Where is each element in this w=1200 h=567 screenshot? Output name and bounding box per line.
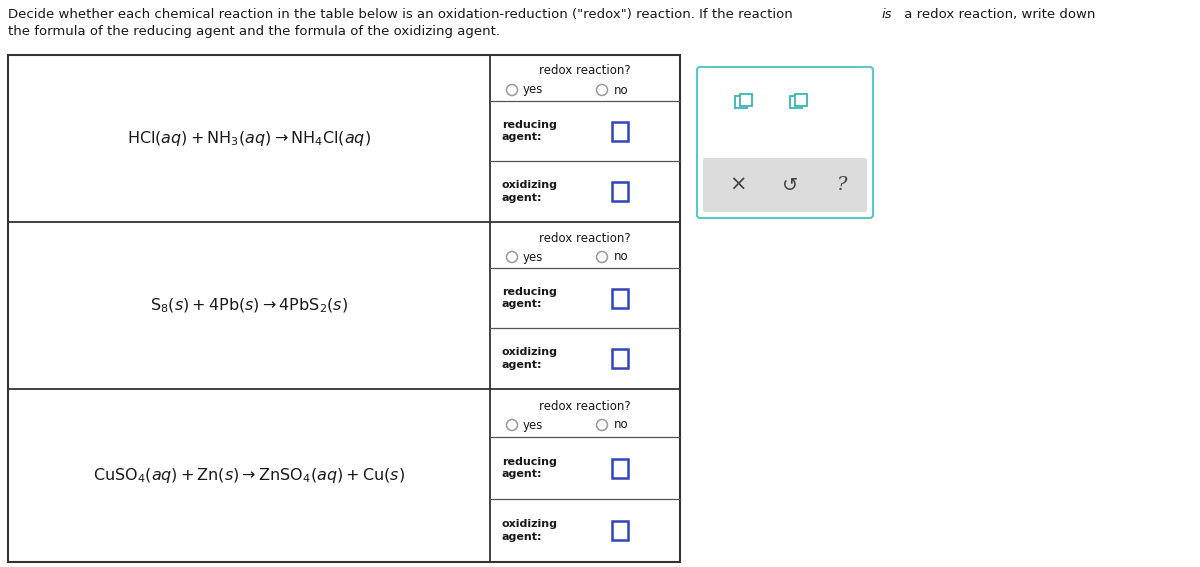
Circle shape [506,84,517,95]
Text: no: no [614,251,629,264]
Bar [612,121,628,141]
Text: redox reaction?: redox reaction? [539,65,631,78]
Text: reducing
agent:: reducing agent: [502,457,557,479]
Text: is: is [882,8,893,21]
Text: oxidizing
agent:: oxidizing agent: [502,519,558,541]
Bar [740,94,752,107]
Bar [736,96,748,108]
Text: oxidizing
agent:: oxidizing agent: [502,180,558,202]
Text: yes: yes [523,251,544,264]
Text: ↺: ↺ [782,176,798,194]
Text: oxidizing
agent:: oxidizing agent: [502,348,558,370]
Bar [8,55,680,562]
Text: ×: × [730,175,746,195]
Text: yes: yes [523,83,544,96]
Text: redox reaction?: redox reaction? [539,231,631,244]
Text: $\mathrm{S_8}(s) + 4\mathrm{Pb}(s) \rightarrow 4\mathrm{PbS_2}(s)$: $\mathrm{S_8}(s) + 4\mathrm{Pb}(s) \righ… [150,297,348,315]
Circle shape [596,252,607,263]
Circle shape [506,252,517,263]
Text: Decide whether each chemical reaction in the table below is an oxidation-reducti: Decide whether each chemical reaction in… [8,8,797,21]
Bar [612,459,628,477]
Text: no: no [614,418,629,431]
Text: $\mathrm{CuSO_4}(aq) + \mathrm{Zn}(s) \rightarrow \mathrm{ZnSO_4}(aq) + \mathrm{: $\mathrm{CuSO_4}(aq) + \mathrm{Zn}(s) \r… [94,466,404,485]
Text: the formula of the reducing agent and the formula of the oxidizing agent.: the formula of the reducing agent and th… [8,25,500,38]
Text: reducing
agent:: reducing agent: [502,287,557,309]
Text: reducing
agent:: reducing agent: [502,120,557,142]
Text: a redox reaction, write down: a redox reaction, write down [900,8,1096,21]
Bar [612,182,628,201]
FancyBboxPatch shape [703,158,866,212]
Bar [612,521,628,540]
Circle shape [596,420,607,430]
Text: ?: ? [836,176,847,194]
FancyBboxPatch shape [697,67,874,218]
Text: $\mathrm{HCl}(aq) + \mathrm{NH_3}(aq) \rightarrow \mathrm{NH_4Cl}(aq)$: $\mathrm{HCl}(aq) + \mathrm{NH_3}(aq) \r… [127,129,371,148]
Circle shape [596,84,607,95]
Bar [796,94,808,107]
Bar [791,96,803,108]
Text: yes: yes [523,418,544,431]
Bar [612,349,628,368]
Text: no: no [614,83,629,96]
Bar [612,289,628,307]
Circle shape [506,420,517,430]
Text: redox reaction?: redox reaction? [539,400,631,413]
